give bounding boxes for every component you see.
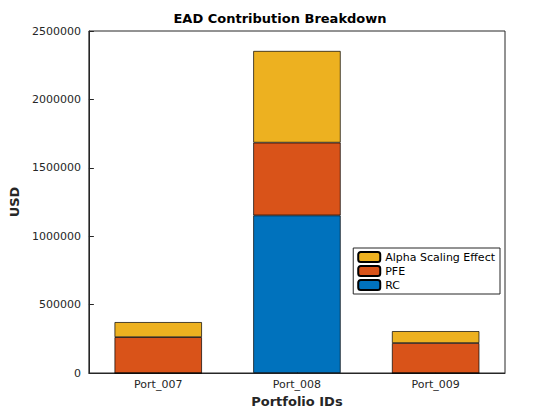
svg-text:Port_007: Port_007 bbox=[134, 378, 182, 391]
svg-text:Alpha Scaling Effect: Alpha Scaling Effect bbox=[385, 251, 495, 264]
svg-text:1000000: 1000000 bbox=[32, 230, 81, 243]
svg-text:Port_009: Port_009 bbox=[411, 378, 459, 391]
svg-text:0: 0 bbox=[74, 367, 81, 380]
svg-text:2500000: 2500000 bbox=[32, 25, 81, 38]
svg-text:500000: 500000 bbox=[39, 298, 81, 311]
svg-text:EAD Contribution Breakdown: EAD Contribution Breakdown bbox=[173, 11, 386, 26]
svg-text:2000000: 2000000 bbox=[32, 93, 81, 106]
svg-text:1500000: 1500000 bbox=[32, 161, 81, 174]
svg-text:Port_008: Port_008 bbox=[273, 378, 321, 391]
svg-text:Portfolio IDs: Portfolio IDs bbox=[251, 394, 343, 409]
svg-text:USD: USD bbox=[7, 186, 22, 217]
svg-text:PFE: PFE bbox=[385, 265, 405, 278]
svg-text:RC: RC bbox=[385, 279, 400, 292]
